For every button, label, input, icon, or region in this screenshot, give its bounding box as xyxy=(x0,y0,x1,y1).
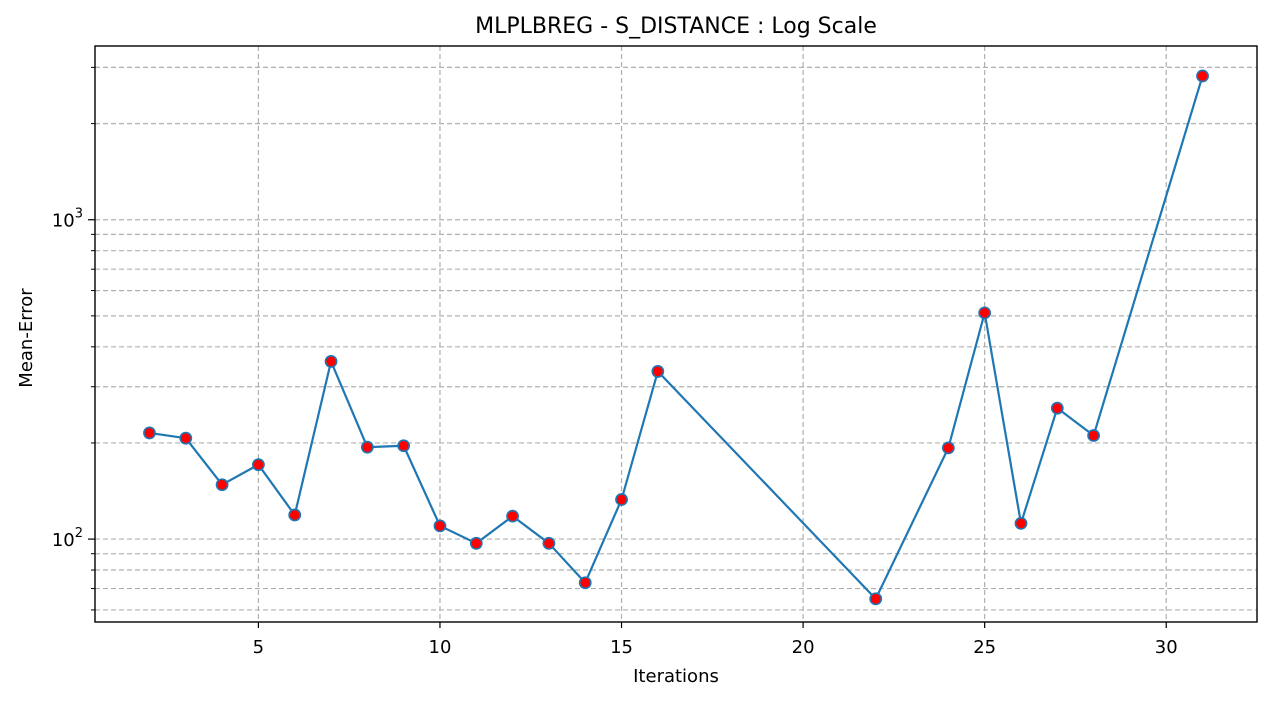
x-tick-label: 15 xyxy=(610,637,633,658)
series-layer xyxy=(143,69,1209,606)
x-axis-title: Iterations xyxy=(633,666,719,687)
series-line xyxy=(149,75,1204,600)
data-point xyxy=(288,508,302,522)
data-point xyxy=(978,306,992,320)
plot-area xyxy=(94,45,1258,623)
data-point xyxy=(542,536,556,550)
data-point xyxy=(143,426,156,440)
data-point xyxy=(360,440,374,454)
data-point xyxy=(469,536,483,550)
data-point xyxy=(252,458,265,472)
data-point xyxy=(397,439,411,453)
x-tick-label: 10 xyxy=(429,637,452,658)
data-point xyxy=(651,365,665,378)
chart-title: MLPLBREG - S_DISTANCE : Log Scale xyxy=(475,14,877,39)
x-tick-label: 20 xyxy=(792,637,815,658)
x-tick-label: 5 xyxy=(253,637,264,658)
data-point xyxy=(615,493,628,506)
axes: 5 10 15 20 25 30 102 103 xyxy=(52,66,1178,658)
data-point xyxy=(1196,69,1209,83)
data-point xyxy=(1050,401,1064,415)
x-tick-label: 25 xyxy=(973,637,996,658)
data-point xyxy=(941,441,955,455)
data-point xyxy=(433,519,447,533)
data-point xyxy=(1087,429,1100,442)
y-tick-label: 102 xyxy=(52,526,83,551)
data-point xyxy=(179,431,193,445)
y-axis-title: Mean-Error xyxy=(16,288,37,388)
data-point xyxy=(869,592,883,606)
data-point xyxy=(215,478,229,492)
data-point xyxy=(506,509,519,523)
data-point xyxy=(578,576,592,590)
data-point xyxy=(324,355,338,368)
x-tick-label: 30 xyxy=(1155,637,1178,658)
data-point xyxy=(1014,516,1028,530)
y-tick-label: 103 xyxy=(52,207,83,232)
grid xyxy=(95,46,1257,622)
